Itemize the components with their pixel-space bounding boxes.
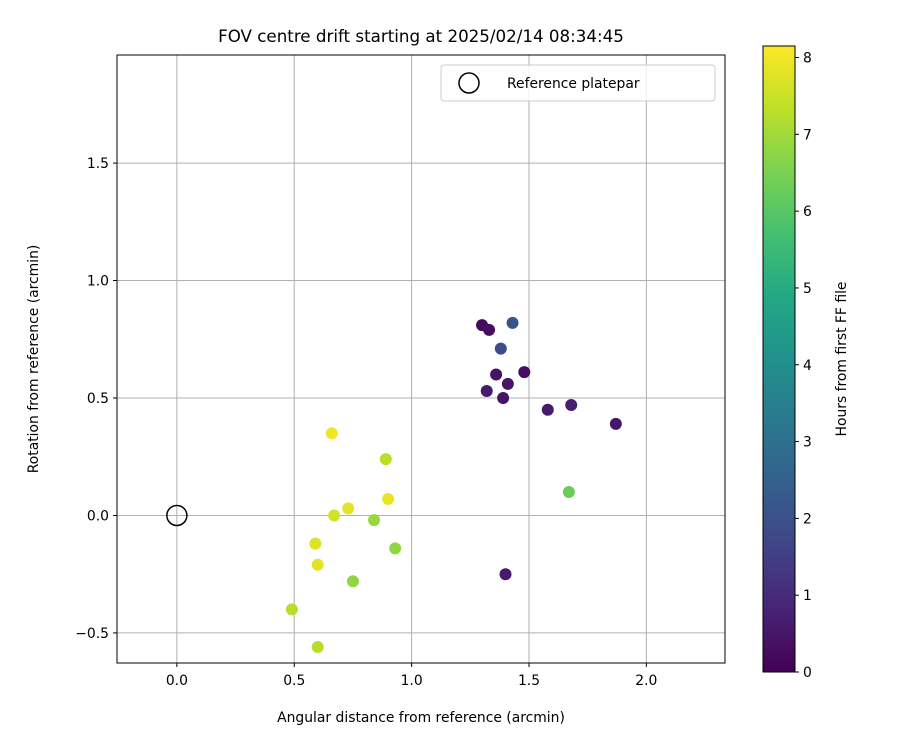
x-axis-label: Angular distance from reference (arcmin) <box>277 710 565 726</box>
legend-box <box>440 64 716 102</box>
data-point <box>480 384 493 397</box>
colorbar-label: Hours from first FF file <box>834 282 850 437</box>
colorbar-tick-label: 6 <box>803 204 812 220</box>
data-point <box>285 603 298 616</box>
data-point <box>346 575 359 588</box>
colorbar-tick-label: 5 <box>803 281 812 297</box>
reference-platepar-marker <box>166 504 188 527</box>
y-axis-label: Rotation from reference (arcmin) <box>26 245 42 474</box>
legend-entry-label: Reference platepar <box>507 76 640 92</box>
data-point <box>497 391 510 404</box>
y-tick-label: 1.5 <box>87 156 109 172</box>
data-point <box>382 493 395 506</box>
colorbar-gradient <box>762 45 796 673</box>
y-tick-label: 1.0 <box>87 274 109 290</box>
colorbar-tick-label: 2 <box>803 511 812 527</box>
data-point <box>541 403 554 416</box>
colorbar-tick-label: 0 <box>803 665 812 681</box>
data-point <box>565 399 578 412</box>
x-tick-label: 2.0 <box>635 673 657 689</box>
colorbar-tick-label: 8 <box>803 51 812 67</box>
data-point <box>325 427 338 440</box>
x-tick-label: 0.0 <box>166 673 188 689</box>
scatter-points <box>166 316 622 654</box>
data-point <box>562 485 575 498</box>
data-point <box>311 641 324 654</box>
colorbar-tick-label: 7 <box>803 127 812 143</box>
data-point <box>328 509 341 522</box>
colorbar-tick-label: 4 <box>803 358 812 374</box>
plot-frame <box>116 54 726 664</box>
colorbar: 0 1 2 3 4 5 6 7 8 Hours from first FF file <box>762 45 850 681</box>
data-point <box>506 316 519 329</box>
colorbar-tick-label: 3 <box>803 435 812 451</box>
data-point <box>483 323 496 336</box>
data-point <box>518 366 531 379</box>
legend-reference-marker <box>458 72 480 94</box>
data-point <box>501 377 514 390</box>
data-point <box>342 502 355 515</box>
colorbar-ticks: 0 1 2 3 4 5 6 7 8 <box>795 51 812 681</box>
x-tick-label: 1.0 <box>401 673 423 689</box>
data-point <box>368 514 381 527</box>
data-point <box>490 368 503 381</box>
data-point <box>499 568 512 581</box>
data-point <box>609 417 622 430</box>
data-point <box>311 558 324 571</box>
x-tick-label: 0.5 <box>283 673 305 689</box>
chart-title: FOV centre drift starting at 2025/02/14 … <box>218 26 624 46</box>
y-axis-ticks: −0.5 0.0 0.5 1.0 1.5 <box>75 156 117 642</box>
data-point <box>494 342 507 355</box>
legend: Reference platepar <box>440 64 716 102</box>
y-tick-label: −0.5 <box>75 626 109 642</box>
data-point <box>379 453 392 466</box>
data-point <box>309 537 322 550</box>
grid-lines <box>117 55 725 663</box>
y-tick-label: 0.0 <box>87 508 109 524</box>
data-point <box>389 542 402 555</box>
x-axis-ticks: 0.0 0.5 1.0 1.5 2.0 <box>166 663 657 689</box>
y-tick-label: 0.5 <box>87 391 109 407</box>
x-tick-label: 1.5 <box>518 673 540 689</box>
colorbar-tick-label: 1 <box>803 588 812 604</box>
